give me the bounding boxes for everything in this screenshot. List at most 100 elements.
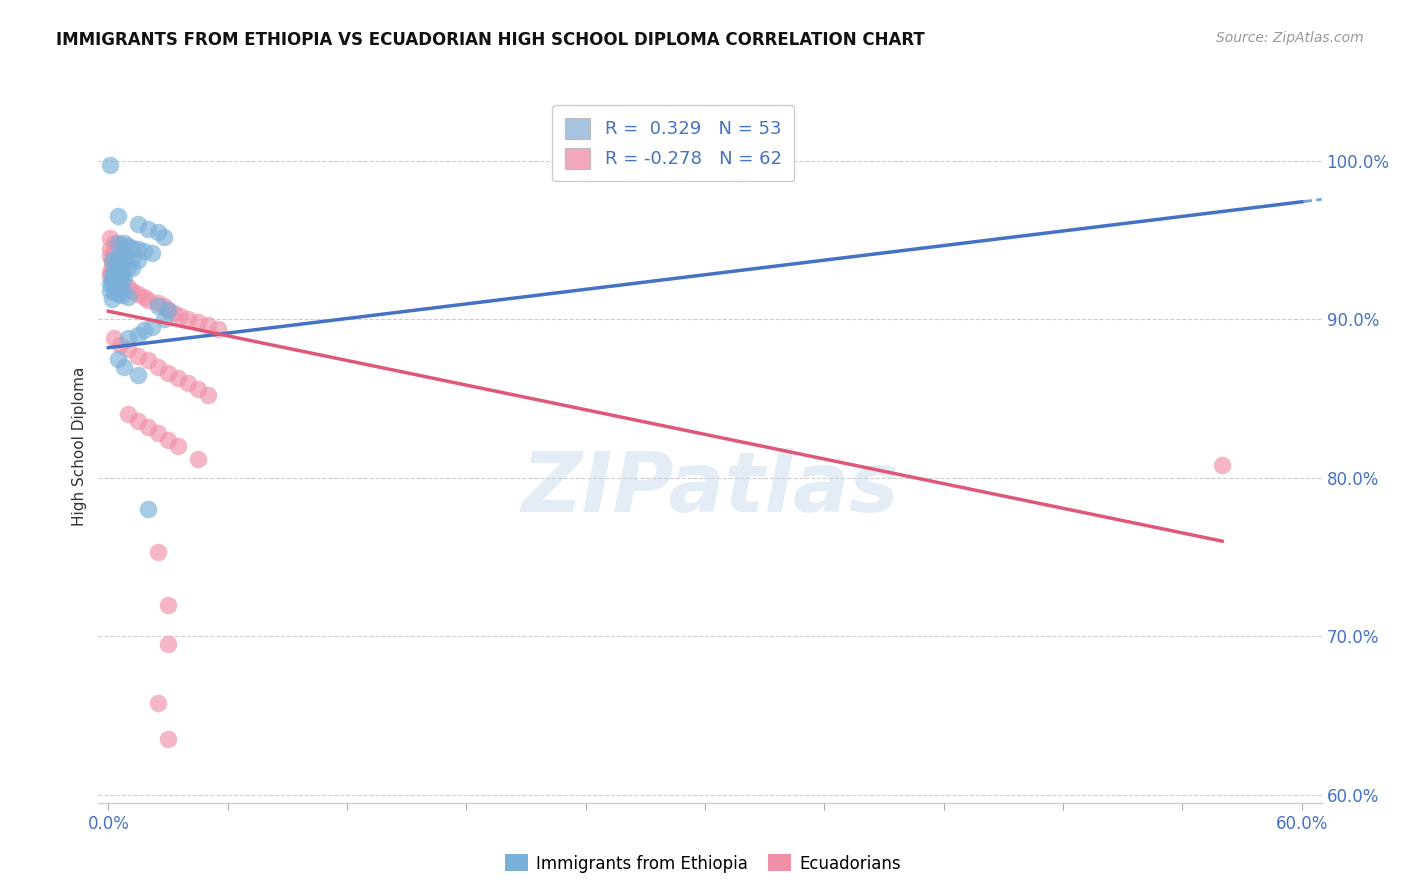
Point — [117, 280, 139, 294]
Point — [103, 235, 125, 250]
Point — [127, 217, 149, 231]
Point — [167, 439, 190, 453]
Point — [146, 300, 169, 314]
Point — [107, 280, 129, 294]
Point — [110, 258, 132, 272]
Point — [110, 257, 132, 271]
Point — [112, 272, 135, 286]
Point — [117, 343, 139, 357]
Point — [101, 274, 124, 288]
Point — [98, 243, 121, 257]
Point — [163, 306, 186, 320]
Point — [105, 269, 128, 284]
Point — [136, 353, 159, 368]
Point — [187, 382, 209, 396]
Text: IMMIGRANTS FROM ETHIOPIA VS ECUADORIAN HIGH SCHOOL DIPLOMA CORRELATION CHART: IMMIGRANTS FROM ETHIOPIA VS ECUADORIAN H… — [56, 31, 925, 49]
Point — [146, 296, 169, 310]
Point — [110, 245, 132, 260]
Point — [103, 271, 125, 285]
Point — [117, 239, 139, 253]
Point — [110, 271, 132, 285]
Point — [136, 502, 159, 516]
Point — [146, 359, 169, 374]
Point — [98, 231, 121, 245]
Point — [98, 284, 121, 298]
Point — [127, 286, 149, 301]
Point — [136, 293, 159, 307]
Text: Source: ZipAtlas.com: Source: ZipAtlas.com — [1216, 31, 1364, 45]
Point — [105, 255, 128, 269]
Point — [111, 266, 134, 280]
Point — [107, 235, 129, 250]
Point — [167, 371, 190, 385]
Point — [157, 598, 180, 612]
Point — [110, 337, 132, 351]
Point — [103, 278, 125, 293]
Point — [146, 696, 169, 710]
Point — [101, 292, 124, 306]
Y-axis label: High School Diploma: High School Diploma — [72, 367, 87, 525]
Point — [153, 300, 176, 314]
Point — [101, 253, 124, 268]
Point — [157, 302, 180, 317]
Point — [107, 249, 129, 263]
Point — [101, 260, 124, 274]
Point — [107, 268, 129, 282]
Point — [107, 286, 129, 301]
Point — [157, 637, 180, 651]
Point — [111, 288, 134, 302]
Point — [157, 732, 180, 747]
Point — [101, 255, 124, 269]
Point — [105, 257, 128, 271]
Point — [127, 349, 149, 363]
Point — [1211, 458, 1233, 472]
Point — [117, 260, 139, 274]
Point — [157, 366, 180, 380]
Point — [112, 249, 135, 263]
Point — [153, 312, 176, 326]
Point — [111, 274, 134, 288]
Point — [146, 545, 169, 559]
Point — [197, 388, 219, 402]
Point — [103, 331, 125, 345]
Point — [127, 243, 149, 257]
Text: ZIPatlas: ZIPatlas — [522, 449, 898, 529]
Point — [98, 158, 121, 172]
Point — [146, 225, 169, 239]
Point — [146, 426, 169, 441]
Point — [103, 250, 125, 264]
Point — [134, 290, 156, 304]
Point — [111, 282, 134, 296]
Point — [127, 414, 149, 428]
Point — [107, 209, 129, 223]
Point — [127, 368, 149, 382]
Point — [136, 420, 159, 434]
Point — [112, 239, 135, 253]
Point — [117, 290, 139, 304]
Point — [110, 263, 132, 277]
Point — [107, 351, 129, 366]
Point — [121, 252, 143, 266]
Point — [112, 235, 135, 250]
Point — [117, 407, 139, 421]
Point — [103, 263, 125, 277]
Point — [98, 269, 121, 284]
Point — [141, 320, 163, 334]
Point — [103, 266, 125, 280]
Point — [111, 253, 134, 268]
Point — [157, 302, 180, 317]
Point — [105, 261, 128, 276]
Point — [127, 253, 149, 268]
Legend: R =  0.329   N = 53, R = -0.278   N = 62: R = 0.329 N = 53, R = -0.278 N = 62 — [553, 105, 794, 181]
Point — [187, 451, 209, 466]
Point — [112, 359, 135, 374]
Point — [107, 264, 129, 278]
Point — [107, 252, 129, 266]
Legend: Immigrants from Ethiopia, Ecuadorians: Immigrants from Ethiopia, Ecuadorians — [498, 847, 908, 880]
Point — [177, 312, 200, 326]
Point — [107, 272, 129, 286]
Point — [121, 284, 143, 298]
Point — [107, 237, 129, 252]
Point — [112, 258, 135, 272]
Point — [177, 376, 200, 390]
